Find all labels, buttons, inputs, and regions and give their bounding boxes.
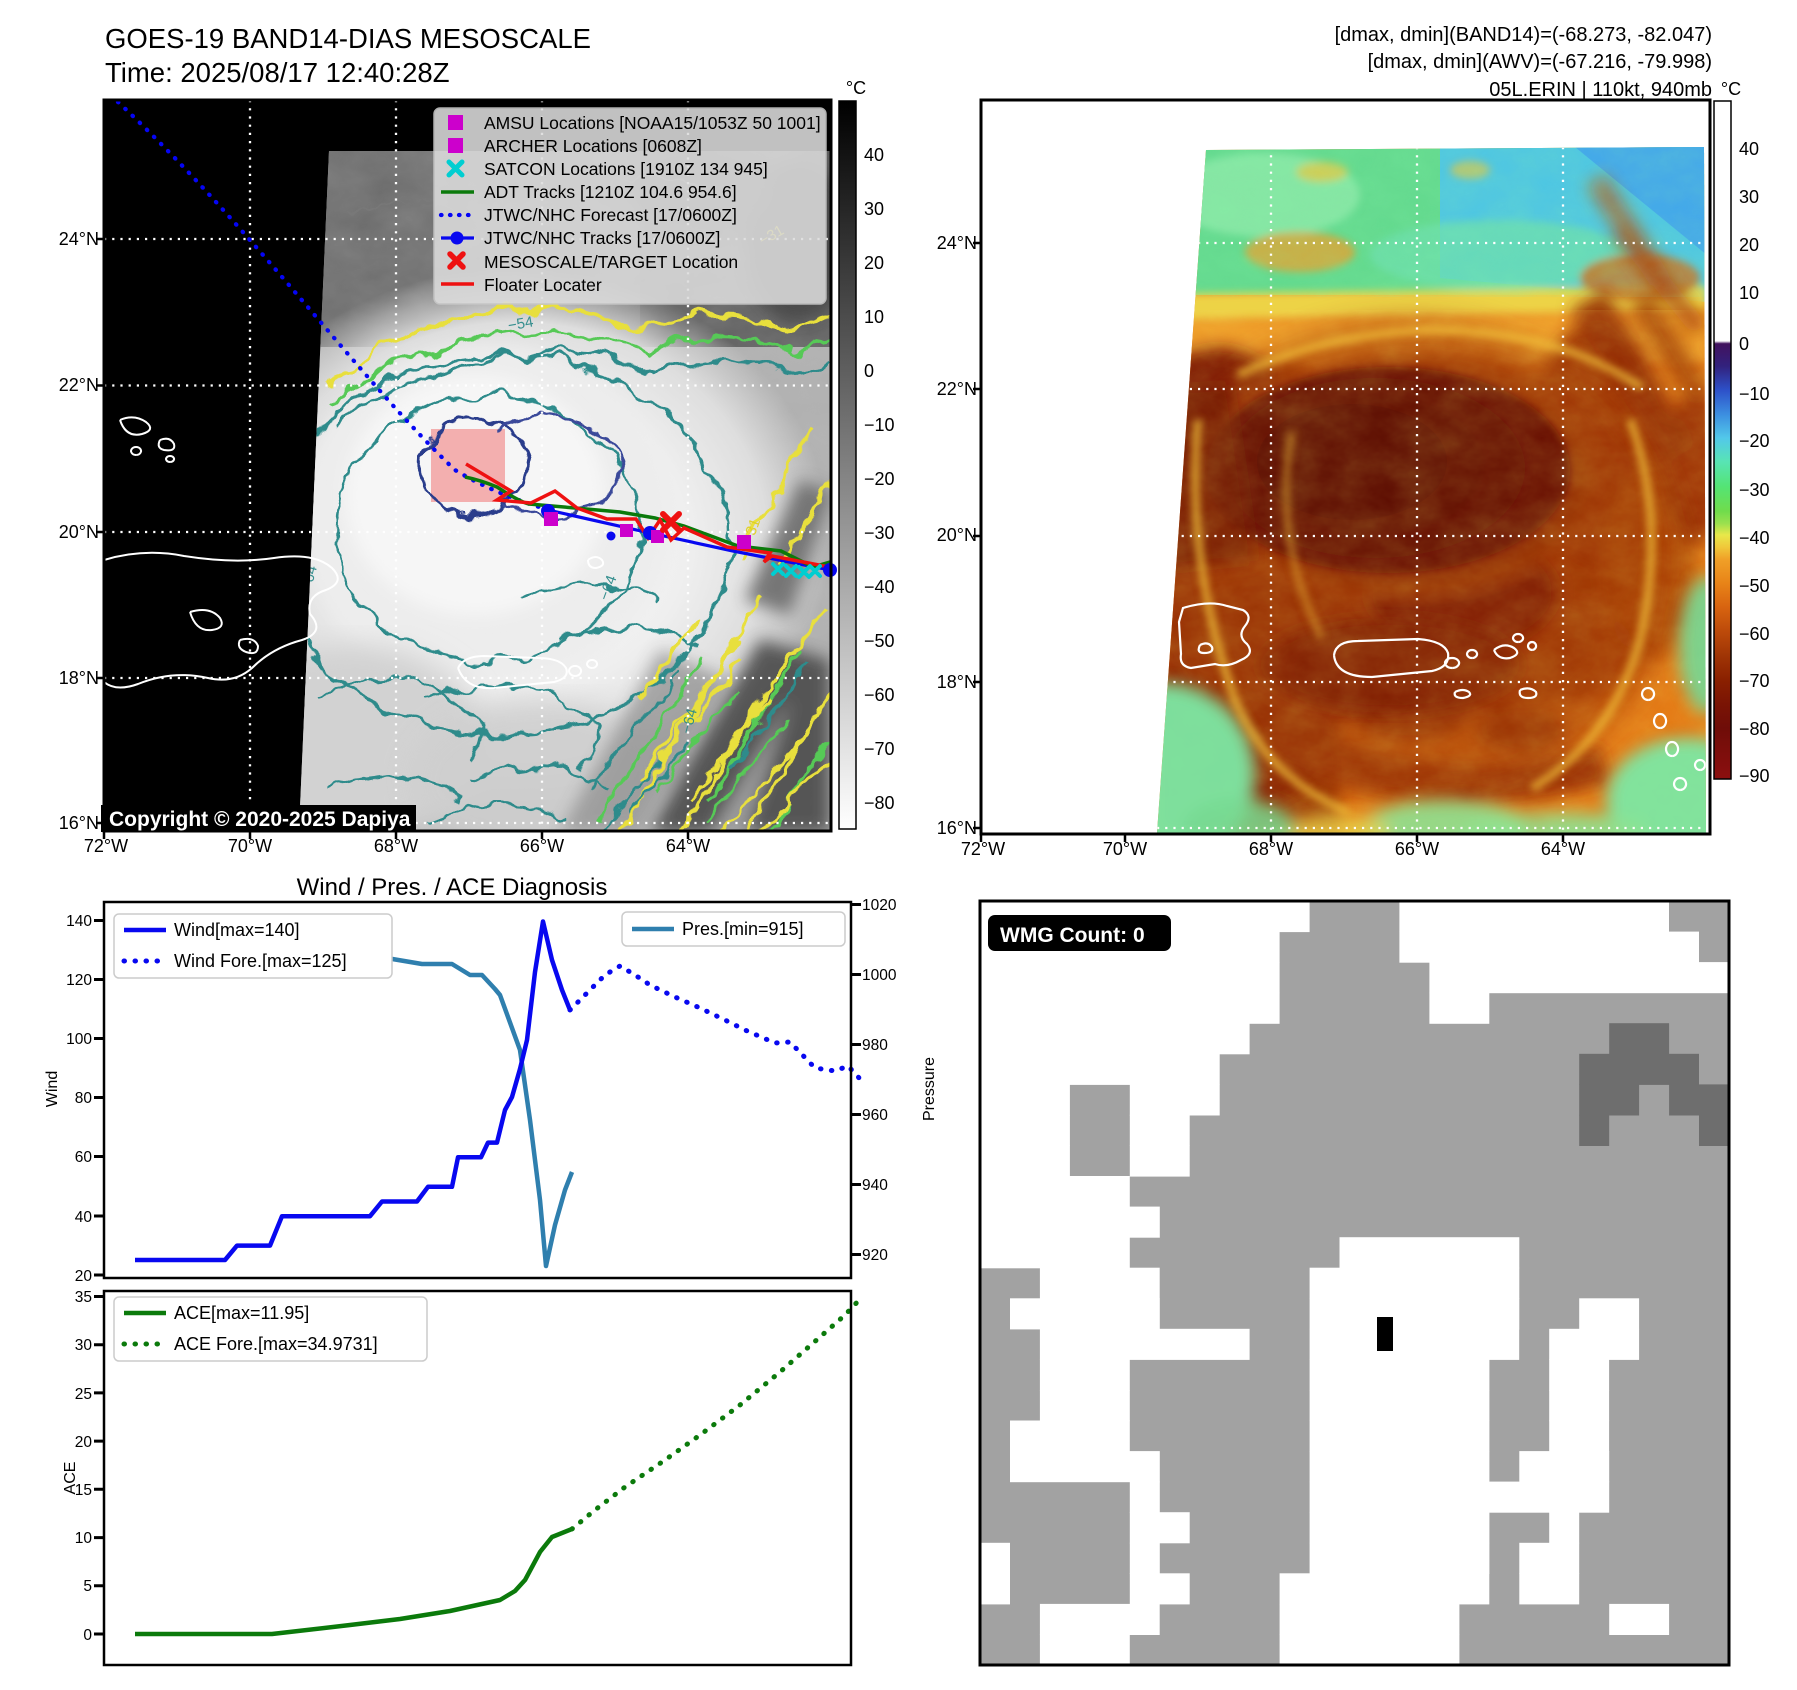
svg-text:−70: −70 bbox=[864, 739, 895, 759]
svg-text:25: 25 bbox=[75, 1386, 92, 1403]
svg-text:Wind[max=140]: Wind[max=140] bbox=[174, 920, 300, 940]
svg-text:AMSU Locations [NOAA15/1053Z 5: AMSU Locations [NOAA15/1053Z 50 1001] bbox=[484, 113, 821, 133]
svg-text:5: 5 bbox=[83, 1578, 92, 1595]
svg-text:1000: 1000 bbox=[862, 967, 897, 984]
svg-text:22°N: 22°N bbox=[937, 379, 977, 399]
svg-text:64°W: 64°W bbox=[666, 836, 710, 856]
svg-text:64°W: 64°W bbox=[1541, 839, 1585, 859]
svg-text:20: 20 bbox=[864, 253, 884, 273]
svg-text:10: 10 bbox=[75, 1530, 93, 1547]
svg-text:JTWC/NHC Tracks [17/0600Z]: JTWC/NHC Tracks [17/0600Z] bbox=[484, 228, 720, 248]
svg-text:18°N: 18°N bbox=[937, 672, 977, 692]
svg-text:MESOSCALE/TARGET Location: MESOSCALE/TARGET Location bbox=[484, 252, 738, 272]
svg-text:30: 30 bbox=[864, 199, 884, 219]
svg-text:0: 0 bbox=[864, 361, 874, 381]
svg-text:120: 120 bbox=[66, 972, 92, 989]
svg-text:1020: 1020 bbox=[862, 897, 897, 914]
svg-text:−40: −40 bbox=[1739, 528, 1770, 548]
svg-text:−20: −20 bbox=[864, 469, 895, 489]
svg-text:940: 940 bbox=[862, 1177, 888, 1194]
svg-text:−20: −20 bbox=[1739, 431, 1770, 451]
svg-text:18°N: 18°N bbox=[59, 668, 99, 688]
svg-text:980: 980 bbox=[862, 1037, 888, 1054]
svg-text:−90: −90 bbox=[1739, 766, 1770, 786]
svg-text:20°N: 20°N bbox=[937, 525, 977, 545]
svg-text:72°W: 72°W bbox=[84, 836, 128, 856]
svg-text:−60: −60 bbox=[864, 685, 895, 705]
svg-text:0: 0 bbox=[1739, 334, 1749, 354]
svg-text:ACE[max=11.95]: ACE[max=11.95] bbox=[174, 1303, 309, 1323]
svg-text:−30: −30 bbox=[1739, 480, 1770, 500]
svg-text:16°N: 16°N bbox=[59, 813, 99, 833]
svg-text:40: 40 bbox=[1739, 139, 1759, 159]
svg-text:−64: −64 bbox=[678, 707, 701, 736]
svg-text:−80: −80 bbox=[1739, 719, 1770, 739]
svg-text:10: 10 bbox=[1739, 283, 1759, 303]
svg-text:30: 30 bbox=[1739, 187, 1759, 207]
svg-text:[dmax, dmin](BAND14)=(-68.273,: [dmax, dmin](BAND14)=(-68.273, -82.047) bbox=[1335, 24, 1712, 46]
svg-text:16°N: 16°N bbox=[937, 818, 977, 838]
svg-text:22°N: 22°N bbox=[59, 375, 99, 395]
svg-text:Floater Locater: Floater Locater bbox=[484, 275, 602, 295]
svg-text:Pressure: Pressure bbox=[921, 1057, 938, 1121]
svg-text:ADT Tracks [1210Z 104.6 954.6]: ADT Tracks [1210Z 104.6 954.6] bbox=[484, 182, 737, 202]
svg-text:−10: −10 bbox=[864, 415, 895, 435]
svg-text:20°N: 20°N bbox=[59, 522, 99, 542]
svg-text:70°W: 70°W bbox=[228, 836, 272, 856]
svg-text:−30: −30 bbox=[864, 523, 895, 543]
svg-text:−50: −50 bbox=[1739, 576, 1770, 596]
svg-text:Wind: Wind bbox=[44, 1071, 61, 1107]
svg-text:−10: −10 bbox=[1739, 384, 1770, 404]
svg-text:−50: −50 bbox=[864, 631, 895, 651]
svg-text:ACE Fore.[max=34.9731]: ACE Fore.[max=34.9731] bbox=[174, 1334, 378, 1354]
svg-text:°C: °C bbox=[846, 78, 866, 98]
svg-text:140: 140 bbox=[66, 913, 92, 930]
svg-text:15: 15 bbox=[75, 1482, 92, 1499]
svg-text:[dmax, dmin](AWV)=(-67.216, -7: [dmax, dmin](AWV)=(-67.216, -79.998) bbox=[1368, 51, 1712, 73]
svg-text:24°N: 24°N bbox=[59, 229, 99, 249]
svg-text:Pres.[min=915]: Pres.[min=915] bbox=[682, 919, 804, 939]
svg-text:20: 20 bbox=[75, 1268, 93, 1285]
svg-text:60: 60 bbox=[75, 1149, 93, 1166]
svg-text:GOES-19 BAND14-DIAS MESOSCALE: GOES-19 BAND14-DIAS MESOSCALE bbox=[105, 23, 591, 54]
svg-text:SATCON Locations [1910Z 134 94: SATCON Locations [1910Z 134 945] bbox=[484, 159, 768, 179]
svg-text:30: 30 bbox=[75, 1337, 93, 1354]
svg-text:Wind Fore.[max=125]: Wind Fore.[max=125] bbox=[174, 951, 347, 971]
svg-text:Time: 2025/08/17 12:40:28Z: Time: 2025/08/17 12:40:28Z bbox=[105, 57, 450, 88]
svg-text:−54: −54 bbox=[507, 313, 535, 334]
svg-text:68°W: 68°W bbox=[1249, 839, 1293, 859]
svg-text:20: 20 bbox=[1739, 235, 1759, 255]
svg-text:05L.ERIN | 110kt, 940mb: 05L.ERIN | 110kt, 940mb bbox=[1489, 79, 1712, 101]
svg-text:40: 40 bbox=[864, 145, 884, 165]
svg-text:100: 100 bbox=[66, 1031, 92, 1048]
svg-text:68°W: 68°W bbox=[374, 836, 418, 856]
svg-text:920: 920 bbox=[862, 1247, 888, 1264]
svg-text:70°W: 70°W bbox=[1103, 839, 1147, 859]
svg-text:Wind / Pres. / ACE Diagnosis: Wind / Pres. / ACE Diagnosis bbox=[297, 874, 608, 901]
svg-text:960: 960 bbox=[862, 1107, 888, 1124]
svg-text:−40: −40 bbox=[864, 577, 895, 597]
svg-text:−70: −70 bbox=[1739, 671, 1770, 691]
svg-text:66°W: 66°W bbox=[1395, 839, 1439, 859]
svg-text:40: 40 bbox=[75, 1209, 93, 1226]
svg-text:−80: −80 bbox=[864, 793, 895, 813]
svg-text:35: 35 bbox=[75, 1289, 92, 1306]
svg-text:ARCHER Locations [0608Z]: ARCHER Locations [0608Z] bbox=[484, 136, 702, 156]
svg-text:24°N: 24°N bbox=[937, 233, 977, 253]
svg-text:WMG Count: 0: WMG Count: 0 bbox=[1000, 924, 1145, 947]
svg-text:10: 10 bbox=[864, 307, 884, 327]
svg-text:66°W: 66°W bbox=[520, 836, 564, 856]
svg-text:ACE: ACE bbox=[62, 1462, 79, 1495]
svg-text:20: 20 bbox=[75, 1434, 93, 1451]
svg-text:72°W: 72°W bbox=[961, 839, 1005, 859]
svg-text:°C: °C bbox=[1721, 79, 1741, 99]
svg-text:JTWC/NHC Forecast [17/0600Z]: JTWC/NHC Forecast [17/0600Z] bbox=[484, 205, 737, 225]
svg-text:−60: −60 bbox=[1739, 624, 1770, 644]
svg-text:Copyright © 2020-2025 Dapiya: Copyright © 2020-2025 Dapiya bbox=[109, 808, 411, 831]
svg-text:0: 0 bbox=[83, 1627, 92, 1644]
svg-text:80: 80 bbox=[75, 1090, 93, 1107]
